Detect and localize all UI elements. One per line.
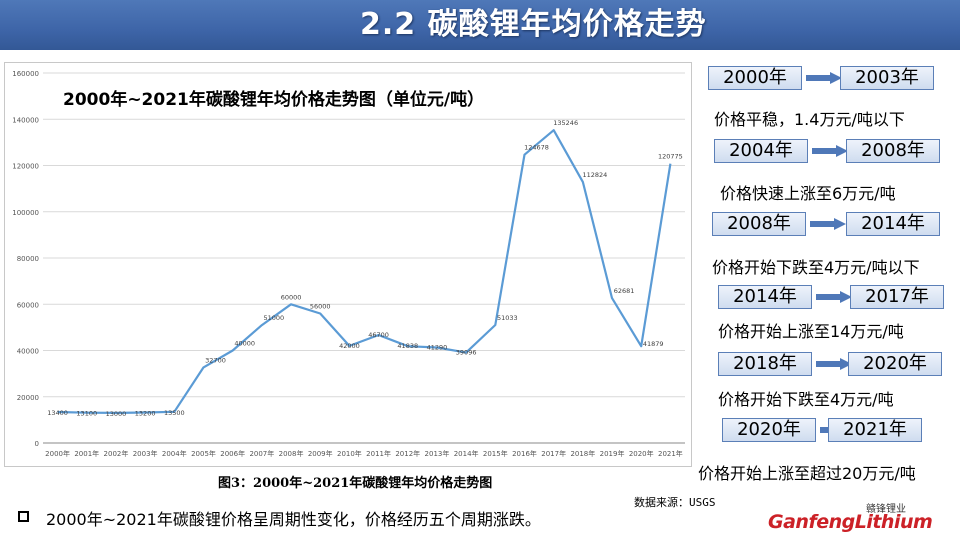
x-tick-label: 2010年 [337, 449, 362, 458]
right-arrow-icon [806, 72, 842, 84]
x-tick-label: 2008年 [279, 449, 304, 458]
x-tick-label: 2011年 [366, 449, 391, 458]
chart-title: 2000年~2021年碳酸锂年均价格走势图（单位元/吨） [63, 90, 485, 110]
price-line-chart: 0 20000 40000 60000 80000 100000 120000 140000 1… [12, 70, 685, 458]
price-series-line [57, 129, 672, 414]
data-label: 56000 [310, 303, 331, 311]
data-label: 13100 [76, 410, 97, 418]
x-tick-label: 2009年 [308, 449, 333, 458]
x-tick-label: 2002年 [104, 449, 129, 458]
data-label: 51033 [497, 314, 518, 322]
period-end-year: 2014年 [846, 212, 940, 236]
x-tick-label: 2013年 [425, 449, 450, 458]
period-end-year: 2003年 [840, 66, 934, 90]
y-tick-label: 100000 [12, 209, 39, 217]
data-label: 42000 [339, 342, 360, 350]
period-start-year: 2008年 [712, 212, 806, 236]
period-description: 价格开始下跌至4万元/吨以下 [712, 258, 920, 277]
x-tick-label: 2003年 [133, 449, 158, 458]
slide-title: 2.2 碳酸锂年均价格走势 [360, 7, 707, 42]
chart-container: 0 20000 40000 60000 80000 100000 120000 140000 1… [4, 62, 692, 467]
logo-chinese-name: 赣锋锂业 [866, 504, 906, 515]
logo-prefix: Ganfeng [768, 511, 855, 533]
x-tick-label: 2016年 [512, 449, 537, 458]
right-arrow-icon [812, 145, 848, 157]
data-source: 数据来源：USGS [634, 496, 716, 509]
data-label: 62681 [614, 287, 635, 295]
period-end-year: 2021年 [828, 418, 922, 442]
period-description: 价格开始上涨至超过20万元/吨 [698, 464, 916, 483]
x-tick-label: 2015年 [483, 449, 508, 458]
y-tick-label: 40000 [17, 348, 39, 356]
x-tick-label: 2005年 [191, 449, 216, 458]
x-tick-label: 2012年 [395, 449, 420, 458]
period-end-year: 2017年 [850, 285, 944, 309]
x-tick-label: 2018年 [570, 449, 595, 458]
y-tick-label: 60000 [17, 301, 39, 309]
data-label: 124678 [524, 144, 549, 152]
data-label: 32700 [205, 356, 226, 364]
period-description: 价格平稳，1.4万元/吨以下 [714, 110, 905, 129]
right-arrow-icon [816, 358, 852, 370]
summary-text: 2000年~2021年碳酸锂价格呈周期性变化，价格经历五个周期涨跌。 [46, 510, 541, 529]
x-tick-label: 2021年 [658, 449, 683, 458]
x-tick-label: 2006年 [220, 449, 245, 458]
data-label: 40000 [234, 340, 255, 348]
data-label: 13500 [164, 409, 185, 417]
period-start-year: 2020年 [722, 418, 816, 442]
x-tick-label: 2007年 [249, 449, 274, 458]
bullet-square-icon [18, 511, 29, 522]
y-tick-label: 120000 [12, 163, 39, 171]
x-tick-label: 2019年 [600, 449, 625, 458]
y-tick-label: 0 [35, 440, 39, 448]
period-start-year: 2014年 [718, 285, 812, 309]
period-description: 价格开始上涨至14万元/吨 [718, 322, 904, 341]
data-label: 13400 [47, 409, 68, 417]
data-label: 41290 [427, 344, 448, 352]
data-label: 51000 [264, 314, 285, 322]
data-label: 46700 [368, 331, 389, 339]
period-end-year: 2020年 [848, 352, 942, 376]
period-end-year: 2008年 [846, 139, 940, 163]
x-tick-label: 2000年 [45, 449, 70, 458]
period-start-year: 2018年 [718, 352, 812, 376]
data-label: 13200 [135, 409, 156, 417]
x-tick-label: 2020年 [629, 449, 654, 458]
data-label: 41838 [397, 342, 418, 350]
x-tick-label: 2001年 [74, 449, 99, 458]
x-tick-label: 2014年 [454, 449, 479, 458]
period-start-year: 2004年 [714, 139, 808, 163]
logo-suffix: Lithium [854, 511, 933, 533]
figure-caption: 图3：2000年~2021年碳酸锂年均价格走势图 [218, 476, 493, 491]
right-arrow-icon [816, 291, 852, 303]
data-label: 60000 [281, 293, 302, 301]
x-tick-label: 2017年 [541, 449, 566, 458]
y-tick-label: 140000 [12, 116, 39, 124]
data-label: 41879 [643, 340, 664, 348]
company-logo: GanfengLithium [768, 511, 933, 533]
data-label: 39096 [456, 349, 477, 357]
title-bar: 2.2 碳酸锂年均价格走势 [0, 0, 960, 50]
data-label: 120775 [658, 153, 683, 161]
y-tick-label: 20000 [17, 394, 39, 402]
period-description: 价格开始下跌至4万元/吨 [718, 390, 894, 409]
y-tick-label: 160000 [12, 70, 39, 78]
data-label: 135246 [553, 119, 578, 127]
period-description: 价格快速上涨至6万元/吨 [720, 184, 896, 203]
right-arrow-icon [810, 218, 846, 230]
data-label: 13000 [106, 410, 127, 418]
x-tick-label: 2004年 [162, 449, 187, 458]
period-start-year: 2000年 [708, 66, 802, 90]
data-label: 112824 [582, 171, 607, 179]
y-tick-label: 80000 [17, 255, 39, 263]
